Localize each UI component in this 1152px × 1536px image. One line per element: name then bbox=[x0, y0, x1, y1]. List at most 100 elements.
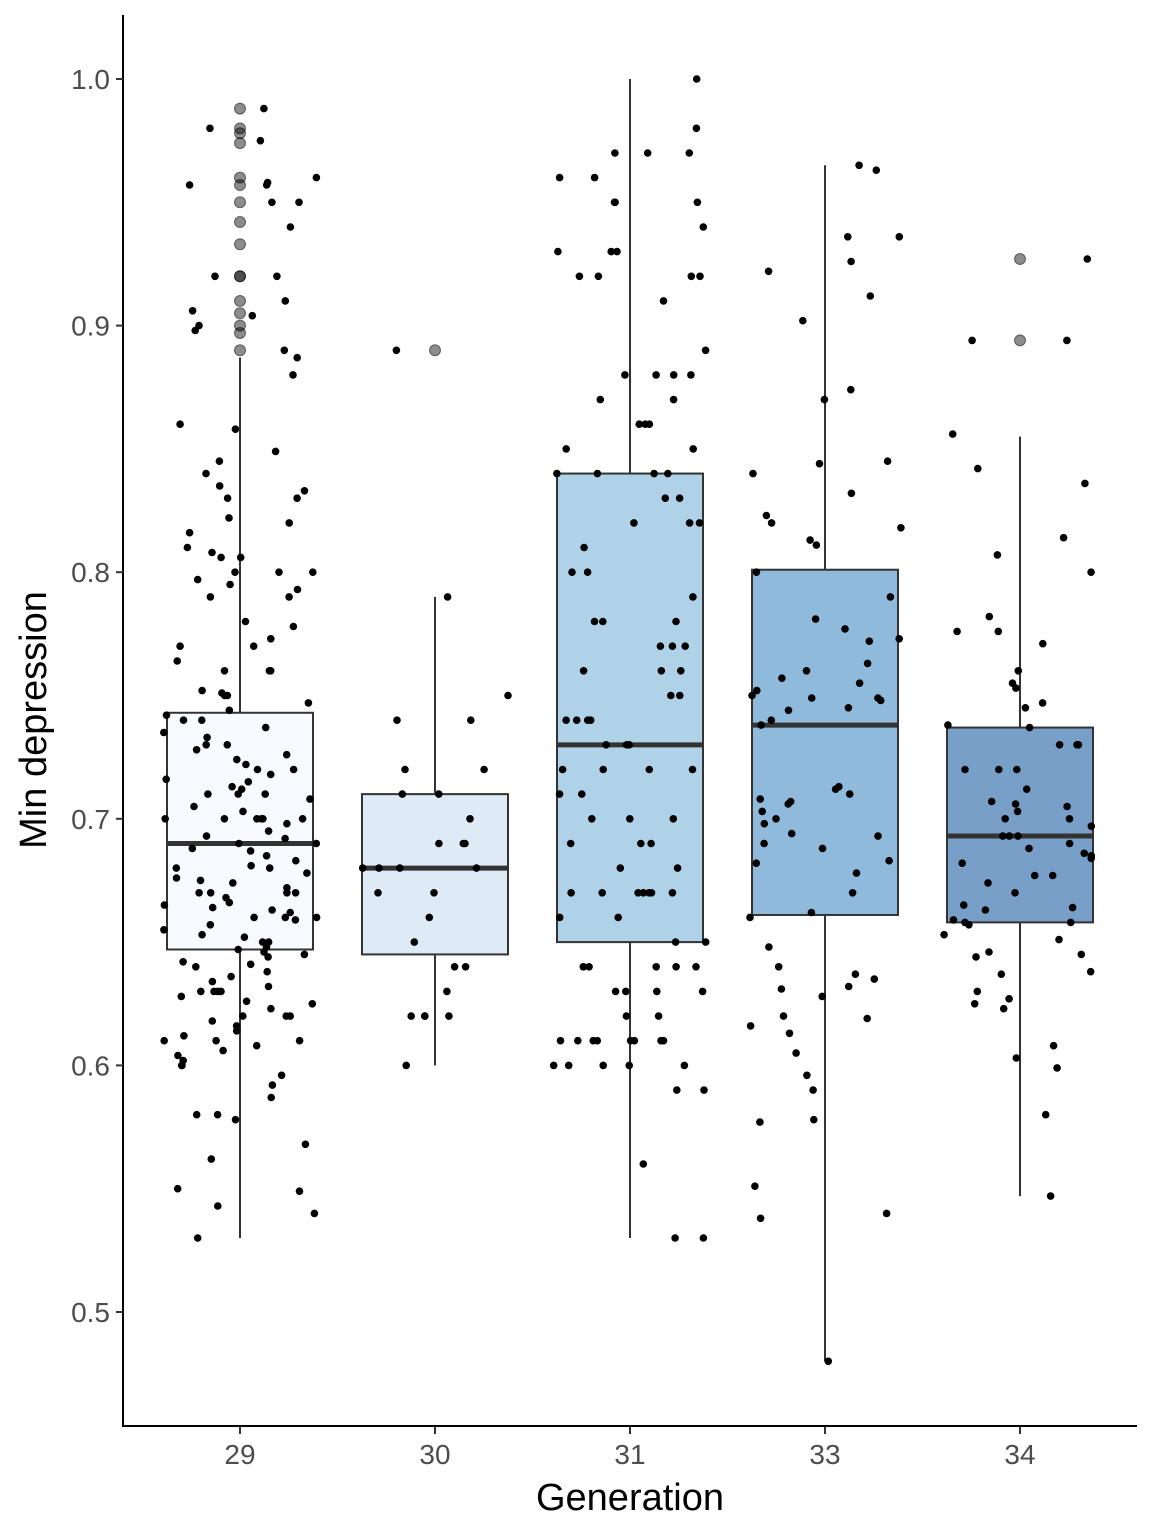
data-point-29-102 bbox=[172, 864, 181, 872]
outlier-point-34-0 bbox=[1014, 253, 1026, 266]
axes-layer bbox=[122, 15, 1137, 1427]
data-point-33-2 bbox=[895, 233, 904, 241]
data-point-33-76 bbox=[824, 1357, 833, 1366]
data-point-31-111 bbox=[700, 1086, 708, 1094]
data-point-34-29 bbox=[1063, 802, 1071, 811]
data-point-29-40 bbox=[226, 580, 234, 589]
data-point-33-17 bbox=[806, 536, 814, 544]
data-point-31-81 bbox=[634, 889, 642, 897]
data-point-31-24 bbox=[596, 395, 605, 404]
data-point-29-30 bbox=[285, 519, 294, 527]
data-point-29-111 bbox=[283, 889, 291, 897]
data-point-31-19 bbox=[701, 346, 710, 355]
data-point-29-164 bbox=[277, 1071, 286, 1080]
data-point-33-71 bbox=[810, 1115, 818, 1124]
data-point-33-23 bbox=[895, 635, 903, 643]
data-point-34-57 bbox=[1077, 950, 1086, 959]
data-point-33-70 bbox=[809, 1086, 817, 1094]
data-point-31-88 bbox=[585, 963, 593, 971]
data-point-34-3 bbox=[948, 430, 957, 438]
data-point-31-84 bbox=[555, 913, 564, 922]
outlier-point-29-3 bbox=[234, 137, 246, 150]
data-point-31-1 bbox=[692, 124, 701, 133]
data-point-29-65 bbox=[202, 741, 210, 749]
data-point-34-9 bbox=[985, 612, 994, 621]
outlier-point-29-7 bbox=[234, 216, 246, 229]
data-point-29-5 bbox=[262, 181, 271, 189]
data-point-33-49 bbox=[760, 839, 768, 848]
data-point-31-0 bbox=[692, 75, 701, 83]
data-point-33-59 bbox=[851, 970, 860, 978]
data-point-31-74 bbox=[673, 864, 682, 872]
data-point-31-12 bbox=[613, 247, 621, 256]
data-point-33-25 bbox=[863, 659, 872, 668]
data-point-29-27 bbox=[293, 494, 301, 503]
data-point-31-48 bbox=[668, 642, 677, 650]
data-point-34-48 bbox=[1068, 903, 1077, 912]
data-point-33-33 bbox=[876, 696, 885, 705]
x-tick-label: 34 bbox=[1004, 1439, 1035, 1470]
data-point-29-12 bbox=[281, 297, 290, 305]
data-point-30-20 bbox=[410, 938, 419, 946]
data-point-34-8 bbox=[1087, 568, 1095, 576]
data-point-29-75 bbox=[244, 778, 253, 786]
data-point-34-13 bbox=[1014, 667, 1023, 675]
data-point-29-81 bbox=[306, 795, 314, 803]
data-point-29-167 bbox=[213, 1110, 222, 1119]
data-point-33-64 bbox=[779, 1012, 788, 1020]
data-point-31-39 bbox=[685, 519, 694, 527]
data-point-29-172 bbox=[173, 1184, 182, 1193]
x-tick-label: 29 bbox=[224, 1439, 255, 1470]
data-point-29-169 bbox=[231, 1115, 240, 1124]
data-point-31-99 bbox=[626, 1036, 635, 1045]
data-point-29-33 bbox=[208, 548, 216, 557]
data-point-29-6 bbox=[185, 181, 194, 189]
data-point-31-52 bbox=[677, 667, 685, 675]
y-tick-label: 0.8 bbox=[71, 557, 110, 588]
data-point-29-160 bbox=[174, 1051, 182, 1060]
data-point-31-72 bbox=[637, 839, 645, 848]
data-point-34-12 bbox=[1039, 639, 1047, 648]
data-point-29-53 bbox=[198, 686, 206, 695]
data-point-29-92 bbox=[202, 832, 211, 840]
data-point-34-2 bbox=[968, 336, 976, 345]
data-point-29-3 bbox=[312, 173, 321, 182]
data-point-31-90 bbox=[652, 963, 660, 971]
data-point-29-121 bbox=[291, 916, 300, 924]
data-point-34-7 bbox=[993, 551, 1002, 559]
data-point-31-53 bbox=[676, 691, 684, 700]
data-point-31-13 bbox=[607, 247, 615, 256]
box-30 bbox=[361, 793, 509, 956]
data-point-34-6 bbox=[1059, 533, 1068, 542]
data-point-31-82 bbox=[668, 889, 677, 897]
data-point-31-58 bbox=[586, 716, 595, 724]
data-point-29-34 bbox=[217, 553, 225, 562]
data-point-34-56 bbox=[985, 948, 993, 956]
data-point-31-14 bbox=[575, 272, 584, 281]
data-point-29-157 bbox=[160, 1036, 168, 1045]
data-point-31-42 bbox=[583, 568, 592, 576]
data-point-31-96 bbox=[622, 1012, 631, 1020]
data-point-34-23 bbox=[995, 765, 1003, 774]
data-point-29-26 bbox=[300, 487, 309, 495]
data-point-29-69 bbox=[233, 755, 241, 764]
data-point-29-47 bbox=[176, 642, 184, 650]
data-point-29-114 bbox=[160, 901, 169, 909]
data-point-33-48 bbox=[874, 832, 882, 840]
data-point-31-104 bbox=[556, 1036, 565, 1045]
data-point-29-18 bbox=[293, 353, 302, 362]
data-point-33-12 bbox=[749, 469, 757, 478]
data-point-29-89 bbox=[220, 815, 229, 823]
data-point-34-10 bbox=[953, 627, 961, 636]
data-point-29-36 bbox=[309, 568, 317, 576]
whiskers-layer bbox=[239, 79, 1021, 1362]
data-point-34-5 bbox=[1081, 479, 1089, 488]
data-point-29-94 bbox=[312, 839, 321, 848]
data-point-31-56 bbox=[572, 716, 581, 724]
data-point-29-35 bbox=[236, 553, 245, 562]
data-point-31-105 bbox=[574, 1036, 582, 1045]
data-point-31-83 bbox=[614, 913, 622, 922]
data-point-29-19 bbox=[289, 371, 297, 379]
data-point-31-10 bbox=[699, 223, 708, 231]
data-point-33-72 bbox=[756, 1118, 764, 1126]
